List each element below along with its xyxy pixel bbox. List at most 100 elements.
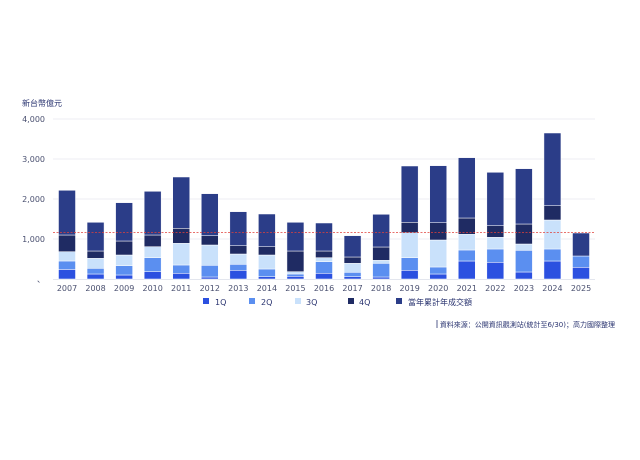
bar-segment	[58, 251, 76, 262]
bar-segment	[543, 132, 562, 206]
bar-segment	[486, 262, 505, 280]
x-tick-label: 2024	[542, 284, 562, 293]
bar-segment	[258, 276, 276, 280]
bar-segment	[486, 225, 505, 238]
bar-segment	[429, 165, 447, 223]
bar-segment	[543, 248, 562, 262]
bar-segment	[229, 270, 248, 280]
bar-segment	[115, 240, 133, 256]
x-tick-label: 2015	[285, 284, 305, 293]
bar-segment	[172, 176, 190, 229]
x-tick-label: 2009	[114, 284, 134, 293]
bar-segment	[343, 235, 362, 258]
bar-segment	[543, 219, 562, 250]
bar-segment	[201, 235, 219, 246]
y-axis-ticks: 、 1,000 2,000 3,000 4,000	[22, 115, 45, 284]
bar-segment	[572, 232, 590, 257]
x-tick-label: 2019	[399, 284, 419, 293]
bar-segment	[372, 263, 390, 278]
bar-segment	[172, 228, 190, 244]
legend-swatch-total	[396, 298, 402, 304]
bar-segment	[143, 234, 162, 247]
y-tick-label: 、	[37, 275, 45, 284]
bar-segment	[486, 237, 505, 250]
bar-segment	[400, 257, 419, 271]
bar-segment	[143, 257, 162, 272]
legend-swatch-2q	[249, 298, 255, 304]
bar-segment	[372, 214, 390, 248]
source-note: 資料來源：公開資訊觀測站(統計至6/30)；高力國際整理	[440, 320, 615, 329]
legend-label-3q: 3Q	[306, 298, 317, 307]
bar-segment	[486, 172, 505, 226]
bar-segment	[515, 250, 533, 273]
legend-swatch-3q	[295, 298, 301, 304]
bar-segment	[286, 250, 305, 272]
bar-segment	[115, 274, 133, 280]
bar-segment	[201, 193, 219, 236]
bar-segment	[343, 263, 362, 273]
bar-segment	[115, 254, 133, 266]
legend: 1Q 2Q 3Q 4Q 當年累計年成交額	[203, 297, 472, 307]
x-tick-label: 2007	[57, 284, 77, 293]
bar-segment	[258, 268, 276, 277]
bar-segment	[458, 234, 476, 251]
x-tick-label: 2020	[428, 284, 448, 293]
bar-segment	[58, 234, 76, 252]
x-tick-label: 2022	[485, 284, 505, 293]
bar-segment	[143, 271, 162, 280]
bar-segment	[201, 244, 219, 266]
bar-segment	[258, 213, 276, 247]
bar-segment	[58, 260, 76, 270]
bar-segment	[258, 246, 276, 256]
bars	[58, 132, 590, 280]
bar-segment	[400, 232, 419, 258]
bar-segment	[286, 271, 305, 275]
bar-segment	[543, 205, 562, 221]
bar-segment	[372, 260, 390, 264]
bar-segment	[286, 222, 305, 252]
bar-segment	[429, 273, 447, 280]
x-tick-label: 2010	[142, 284, 162, 293]
bar-segment	[515, 243, 533, 251]
bar-segment	[515, 271, 533, 280]
bar-segment	[172, 264, 190, 274]
x-tick-label: 2013	[228, 284, 248, 293]
bar-segment	[515, 223, 533, 245]
bar-segment	[258, 254, 276, 270]
bar-segment	[372, 276, 390, 280]
bar-segment	[86, 268, 105, 275]
x-tick-label: 2012	[200, 284, 220, 293]
bar-segment	[572, 267, 590, 280]
bar-segment	[86, 258, 105, 269]
bar-segment	[229, 253, 248, 265]
bar-segment	[229, 211, 248, 246]
bar-segment	[315, 261, 333, 274]
x-tick-label: 2008	[85, 284, 105, 293]
y-tick-label: 2,000	[22, 195, 45, 204]
legend-swatch-1q	[203, 298, 209, 304]
x-tick-label: 2017	[342, 284, 362, 293]
y-tick-label: 1,000	[22, 235, 45, 244]
x-axis-ticks: 2007 2008 2009 2010 2011 2012 2013 2014 2015 2016…	[57, 284, 591, 293]
bar-segment	[315, 222, 333, 252]
bar-segment	[400, 270, 419, 280]
bar-segment	[315, 273, 333, 280]
bar-segment	[143, 191, 162, 236]
x-tick-label: 2023	[514, 284, 534, 293]
bar-segment	[515, 168, 533, 225]
bar-segment	[229, 264, 248, 271]
bar-segment	[429, 239, 447, 268]
bar-segment	[201, 276, 219, 280]
x-tick-label: 2021	[457, 284, 477, 293]
bar-segment	[172, 273, 190, 280]
bar-segment	[115, 202, 133, 242]
bar-segment	[429, 222, 447, 241]
x-tick-label: 2025	[571, 284, 591, 293]
y-tick-label: 4,000	[22, 115, 45, 124]
x-tick-label: 2018	[371, 284, 391, 293]
bar-segment	[315, 257, 333, 262]
legend-label-4q: 4Q	[359, 298, 370, 307]
bar-segment	[458, 249, 476, 262]
legend-label-1q: 1Q	[215, 298, 226, 307]
